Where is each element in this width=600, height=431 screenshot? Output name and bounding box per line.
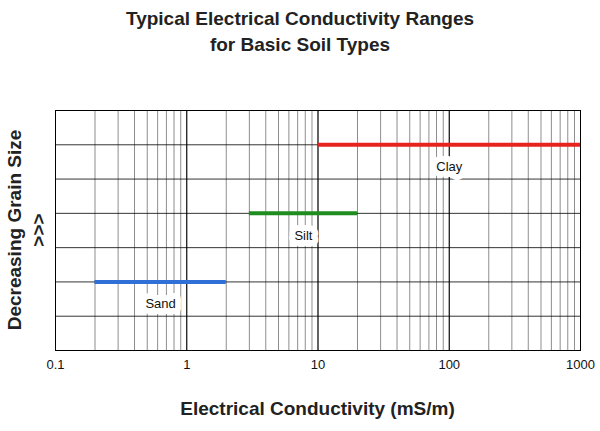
svg-text:100: 100 [438,357,460,372]
html-text:Typical Electrical Conductivit: Typical Electrical Conductivity Ranges f… [126,8,474,55]
html-text:Decreasing Grain Size >>>: Decreasing Grain Size >>> [4,129,49,331]
svg-text:1: 1 [183,357,190,372]
svg-text:Sand: Sand [145,296,175,311]
svg-text:10: 10 [311,357,325,372]
html-text:Electrical Conductivity (mS/m): Electrical Conductivity (mS/m) [180,398,455,419]
svg-text:Silt: Silt [294,228,312,243]
svg-text:Clay: Clay [436,159,463,174]
svg-text:0.1: 0.1 [46,357,64,372]
svg-text:1000: 1000 [566,357,595,372]
